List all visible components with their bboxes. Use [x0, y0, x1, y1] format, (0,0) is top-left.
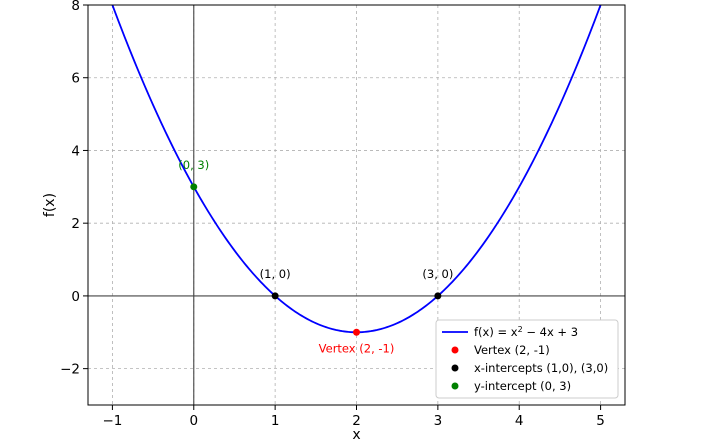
- legend-entry-label: y-intercept (0, 3): [474, 379, 571, 393]
- data-point: [190, 183, 198, 191]
- zero-lines: [88, 5, 625, 405]
- y-axis-label: f(x): [42, 193, 58, 217]
- x-tick-label: 5: [596, 413, 605, 429]
- legend-entry-label: Vertex (2, -1): [474, 343, 550, 357]
- x-tick-label: 3: [434, 413, 443, 429]
- legend-label-rest: − 4x + 3: [523, 325, 578, 339]
- legend: f(x) = x2 − 4x + 3 Vertex (2, -1) x-interc…: [435, 319, 619, 399]
- x-tick-label: −1: [102, 413, 122, 429]
- point-label: (0, 3): [178, 158, 209, 172]
- points-layer: Vertex (2, -1) (1, 0) (3, 0) (0, 3): [178, 158, 453, 355]
- legend-entry-label: x-intercepts (1,0), (3,0): [474, 361, 608, 375]
- point-label: (1, 0): [260, 267, 291, 281]
- x-axis-label: x: [352, 427, 360, 443]
- ticks: −1 0 1 2 3 4 5 −2 0 2 4 6 8: [60, 0, 605, 429]
- point-label: Vertex (2, -1): [319, 341, 395, 355]
- data-point: [434, 292, 442, 300]
- legend-superscript: 2: [518, 325, 523, 334]
- legend-box: [435, 319, 619, 399]
- x-tick-label: 1: [271, 413, 280, 429]
- legend-dot-swatch: [451, 382, 459, 390]
- y-tick-label: 6: [71, 71, 80, 87]
- x-tick-label: 2: [352, 413, 361, 429]
- legend-entry-label: f(x) = x2 − 4x + 3: [474, 325, 578, 339]
- legend-dot-swatch: [451, 346, 459, 354]
- y-tick-label: 0: [71, 289, 80, 305]
- data-point: [353, 328, 360, 336]
- x-tick-label: 0: [189, 413, 198, 429]
- x-tick-label: 4: [515, 413, 524, 429]
- y-tick-label: 2: [71, 216, 80, 232]
- y-tick-label: 4: [71, 143, 80, 159]
- y-tick-label: 8: [71, 0, 80, 14]
- y-tick-label: −2: [60, 362, 80, 378]
- point-label: (3, 0): [422, 267, 453, 281]
- legend-dot-swatch: [451, 364, 459, 372]
- data-point: [271, 292, 279, 300]
